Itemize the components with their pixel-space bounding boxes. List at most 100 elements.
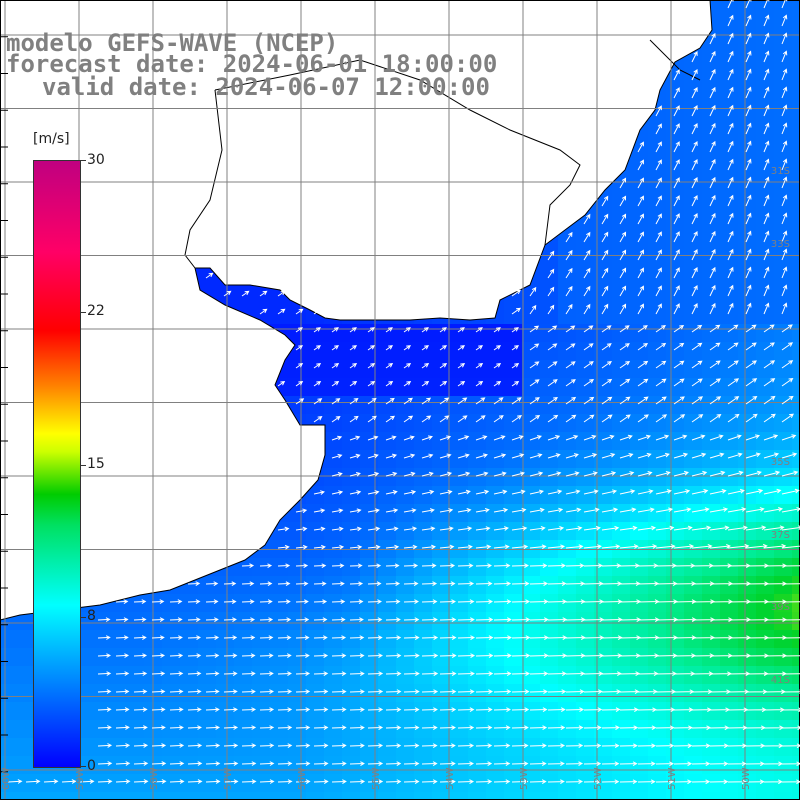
wind-cell (432, 486, 450, 504)
wind-cell (540, 486, 558, 504)
wind-cell (180, 666, 198, 684)
wind-arrow (637, 141, 644, 153)
wind-arrow (97, 635, 111, 640)
wind-arrow (421, 725, 438, 730)
wind-arrow (511, 307, 521, 315)
wind-arrow (511, 453, 525, 459)
wind-cell (360, 630, 378, 648)
wind-arrow (313, 761, 329, 766)
wind-cell (324, 576, 342, 594)
wind-cell (342, 468, 360, 486)
wind-arrow (547, 581, 567, 586)
wind-cell (594, 504, 612, 522)
wind-arrow (367, 581, 382, 587)
wind-cell (504, 378, 522, 396)
wind-cell (234, 630, 252, 648)
wind-arrow (601, 285, 609, 297)
wind-arrow (637, 195, 644, 207)
wind-cell (702, 792, 720, 804)
wind-arrow (655, 779, 674, 785)
wind-arrow (511, 761, 529, 767)
wind-arrow (277, 707, 293, 712)
wind-arrow (709, 302, 716, 315)
wind-arrow (781, 140, 788, 153)
wind-cell (684, 198, 702, 216)
wind-arrow (763, 158, 770, 171)
wind-arrow (331, 707, 347, 712)
wind-arrow (259, 725, 275, 730)
wind-cell (504, 468, 522, 486)
wind-cell (72, 774, 90, 792)
wind-cell (738, 54, 756, 72)
wind-cell (90, 648, 108, 666)
wind-cell (432, 684, 450, 702)
wind-arrow (151, 743, 167, 748)
wind-arrow (727, 324, 739, 333)
wind-arrow (421, 526, 436, 532)
wind-arrow (421, 581, 438, 586)
wind-cell (756, 756, 774, 774)
wind-arrow (457, 380, 466, 387)
wind-cell (414, 630, 432, 648)
wind-arrow (673, 267, 680, 279)
wind-arrow (295, 743, 311, 748)
wind-arrow (169, 761, 185, 766)
wind-arrow (673, 396, 685, 405)
wind-arrow (115, 743, 131, 748)
wind-cell (162, 738, 180, 756)
wind-arrow (385, 743, 402, 748)
wind-arrow (763, 230, 770, 243)
wind-arrow (781, 122, 788, 135)
wind-cell (792, 414, 800, 432)
wind-arrow (781, 673, 800, 675)
wind-arrow (727, 50, 734, 63)
wind-cell (684, 720, 702, 738)
wind-arrow (763, 68, 770, 81)
wind-arrow (367, 743, 384, 748)
wind-arrow (763, 488, 782, 495)
wind-cell (396, 792, 414, 804)
wind-arrow (601, 361, 612, 369)
wind-arrow (565, 525, 583, 531)
wind-cell (252, 684, 270, 702)
wind-arrow (511, 599, 531, 604)
wind-arrow (421, 707, 438, 712)
wind-cell (522, 630, 540, 648)
wind-arrow (151, 707, 166, 712)
wind-arrow (709, 140, 716, 153)
wind-cell (468, 666, 486, 684)
wind-arrow (727, 230, 734, 243)
wind-cell (684, 468, 702, 486)
wind-arrow (313, 581, 327, 587)
wind-cell (198, 612, 216, 630)
wind-arrow (529, 635, 549, 640)
wind-arrow (367, 707, 384, 712)
wind-cell (594, 522, 612, 540)
wind-cell (378, 486, 396, 504)
wind-arrow (673, 779, 692, 785)
wind-cell (792, 144, 800, 162)
wind-arrow (349, 435, 361, 441)
wind-cell (630, 306, 648, 324)
wind-cell (612, 558, 630, 576)
wind-cell (396, 666, 414, 684)
wind-arrow (601, 231, 609, 243)
wind-arrow (529, 707, 548, 712)
wind-arrow (331, 508, 344, 514)
wind-arrow (565, 689, 585, 694)
wind-cell (558, 504, 576, 522)
wind-cell (540, 792, 558, 804)
wind-arrow (205, 599, 219, 604)
wind-arrow (763, 14, 770, 27)
wind-cell (486, 342, 504, 360)
wind-arrow (169, 743, 185, 748)
wind-arrow (277, 544, 290, 550)
wind-arrow (763, 342, 775, 351)
wind-arrow (277, 779, 293, 784)
wind-arrow (259, 743, 275, 748)
wind-arrow (187, 617, 201, 622)
wind-arrow (367, 671, 384, 676)
wind-arrow (691, 194, 698, 207)
wind-cell (252, 648, 270, 666)
wind-cell (612, 666, 630, 684)
